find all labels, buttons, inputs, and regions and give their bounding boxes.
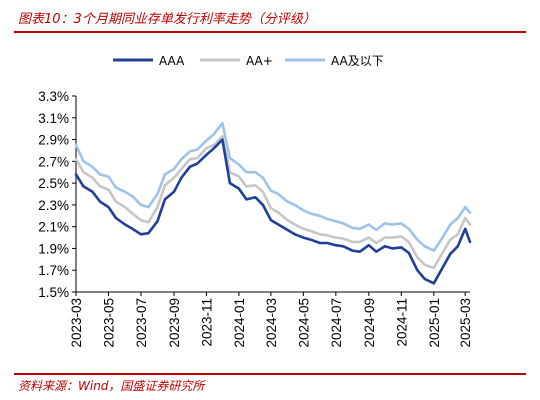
legend-label-2: AA及以下 (331, 54, 384, 68)
series-line-0 (74, 138, 472, 285)
x-tick-label: 2023-05 (101, 298, 116, 348)
x-tick-label: 2023-11 (199, 298, 214, 347)
y-tick-label: 2.3% (38, 198, 69, 213)
y-tick-label: 2.7% (38, 154, 69, 169)
legend-label-0: AAA (159, 54, 185, 68)
source-rule (14, 373, 526, 375)
y-tick-label: 3.1% (38, 111, 69, 126)
x-tick-label: 2023-07 (134, 298, 149, 348)
y-tick-label: 2.1% (38, 220, 69, 235)
y-tick-label: 2.9% (38, 133, 69, 148)
series-line-1 (74, 135, 472, 270)
x-tick-label: 2024-07 (329, 298, 344, 348)
x-tick-label: 2025-01 (427, 298, 442, 348)
x-tick-label: 2024-09 (362, 298, 377, 348)
series-line-2 (74, 121, 472, 252)
y-tick-label: 1.9% (38, 241, 69, 256)
x-tick-label: 2024-01 (232, 298, 247, 348)
title-rule (14, 31, 526, 33)
x-tick-label: 2025-03 (458, 298, 473, 348)
x-tick-label: 2024-11 (394, 298, 409, 347)
y-tick-label: 2.5% (38, 176, 69, 191)
source-note: 资料来源：Wind，国盛证券研究所 (18, 379, 205, 393)
y-tick-label: 1.5% (38, 285, 69, 300)
x-tick-label: 2023-03 (69, 298, 84, 348)
chart-title: 图表10：3个月期同业存单发行利率走势（分评级） (18, 12, 316, 27)
x-tick-label: 2023-09 (167, 298, 182, 348)
legend-label-1: AA+ (246, 54, 273, 68)
x-tick-label: 2024-05 (296, 298, 311, 348)
x-tick-label: 2024-03 (264, 298, 279, 348)
line-chart: 3.3% 3.1% 2.9% 2.7% 2.5% 2.3% 2.1% 1.9% 1.7% 1.5%… (38, 54, 473, 348)
y-tick-label: 3.3% (38, 89, 69, 104)
y-tick-label: 1.7% (38, 263, 69, 278)
